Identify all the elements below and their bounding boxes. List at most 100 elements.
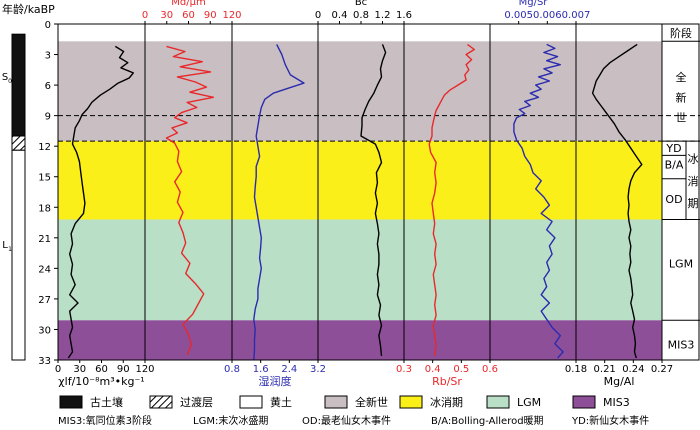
- stratum-transition: [11, 135, 26, 151]
- legend-label: LGM: [517, 396, 541, 409]
- panel-title-md: Md/μm: [171, 0, 205, 8]
- legend-label: MIS3: [603, 396, 630, 409]
- stage-side-label: 期: [688, 197, 699, 210]
- bottom-tick-label: 1.6: [253, 364, 269, 375]
- legend-label: 黄土: [270, 395, 292, 409]
- top-tick-label: 30: [160, 10, 173, 21]
- series-line-rbsr: [428, 43, 475, 356]
- stratum-label-sub: 0: [8, 78, 12, 85]
- stage-label: 世: [676, 112, 687, 125]
- legend-swatch: [59, 395, 83, 409]
- stage-label: B/A: [665, 159, 684, 172]
- bottom-tick-label: 3.2: [310, 364, 326, 375]
- stage-band-lgm: [58, 219, 662, 321]
- stage-band-holocene: [58, 41, 662, 142]
- top-axes: 0 30 60 90 120 Md/μm 0 0.4 0.8 1.2 1.6 Bc 0.005 0.006…: [142, 0, 591, 24]
- age-tick-label: 9: [45, 112, 51, 123]
- series-line-md: [165, 45, 215, 356]
- panel-xlabel-mgal: Mg/Al: [604, 375, 635, 388]
- panel-xlabel-moist: 湿润度: [259, 374, 292, 388]
- bottom-tick-label: 0.6: [482, 364, 498, 375]
- legend-label: 过渡层: [180, 395, 213, 409]
- age-tick-label: 3: [45, 51, 51, 62]
- top-tick-label: 0: [142, 10, 148, 21]
- bottom-tick-label: 0.3: [396, 364, 412, 375]
- bottom-tick-label: 0.27: [651, 364, 673, 375]
- top-tick-label: 1.2: [375, 10, 391, 21]
- age-tick-label: 6: [45, 81, 51, 92]
- bottom-tick-label: 0.21: [594, 364, 616, 375]
- stage-label: 新: [676, 90, 687, 104]
- top-tick-label: 0.005: [504, 10, 533, 21]
- bottom-tick-label: 90: [117, 364, 130, 375]
- age-tick-label: 33: [38, 356, 51, 367]
- stratum-label: S: [2, 72, 8, 83]
- age-tick-label: 27: [38, 295, 51, 306]
- age-tick-label: 15: [38, 173, 51, 184]
- age-tick-label: 12: [38, 142, 51, 153]
- series-line-moist: [253, 44, 305, 361]
- series-line-mgsr: [513, 43, 564, 359]
- stage-label: LGM: [669, 257, 693, 270]
- stratum-label: L: [2, 240, 8, 251]
- stage-column-frame: [661, 23, 700, 361]
- age-tick-label: 0: [45, 20, 51, 31]
- legend-note: B/A:Bolling-Allerod暖期: [431, 414, 544, 427]
- top-tick-label: 0.8: [353, 10, 369, 21]
- legend-label: 全新世: [355, 395, 388, 409]
- panel-title-mgsr: Mg/Sr: [519, 0, 549, 8]
- top-tick-label: 1.6: [396, 10, 412, 21]
- legend-note: YD:新仙女木事件: [571, 414, 649, 427]
- stage-label: YD: [665, 142, 681, 155]
- top-tick-label: 90: [204, 10, 217, 21]
- bottom-tick-label: 0.18: [565, 364, 587, 375]
- bottom-tick-label: 120: [135, 364, 154, 375]
- top-tick-label: 120: [222, 10, 241, 21]
- top-tick-label: 60: [182, 10, 195, 21]
- series-line-chi: [67, 45, 135, 359]
- panel-title-bc: Bc: [355, 0, 367, 8]
- stratum-label-sub: 1: [8, 246, 12, 253]
- stage-band-mis3: [58, 320, 662, 360]
- top-tick-label: 0.007: [562, 10, 591, 21]
- legend-note: MIS3:氧同位素3阶段: [58, 414, 152, 427]
- age-tick-label: 30: [38, 325, 51, 336]
- panel-xlabel-chi: χlf/10⁻⁸m³•kg⁻¹: [58, 375, 144, 388]
- legend-label: 冰消期: [430, 395, 463, 409]
- stratum-L1: [11, 149, 26, 361]
- stratigraphy-column: S 0 L 1: [2, 33, 26, 361]
- bottom-tick-label: 60: [95, 364, 108, 375]
- bottom-tick-label: 0: [55, 364, 61, 375]
- bottom-tick-label: 0.8: [224, 364, 240, 375]
- stage-side-label: 冰: [688, 152, 699, 165]
- stage-side-label: 消: [688, 174, 699, 188]
- legend: 古土壤 过渡层 黄土 全新世 冰消期 LGM MIS3 MIS3:氧同位素3阶段 LGM:末次冰…: [58, 395, 649, 427]
- top-tick-label: 0.006: [533, 10, 562, 21]
- stage-column-header: 阶段: [670, 26, 692, 40]
- legend-note: LGM:末次冰盛期: [193, 414, 268, 427]
- series-line-mgal: [591, 43, 643, 359]
- age-tick-label: 24: [38, 264, 51, 275]
- bottom-tick-label: 30: [73, 364, 86, 375]
- legend-note: OD:最老仙女木事件: [302, 414, 391, 427]
- age-axis: 年龄/kaBP 0 3 6 9 12 15 18 21 24 27 30 33: [2, 2, 58, 367]
- stage-label: OD: [665, 193, 682, 206]
- age-axis-title: 年龄/kaBP: [2, 2, 55, 16]
- top-tick-label: 0: [315, 10, 321, 21]
- stage-label: 全: [676, 70, 687, 84]
- stratum-S0: [11, 33, 26, 137]
- dashed-boundaries: [58, 115, 700, 142]
- bottom-tick-label: 0.5: [453, 364, 469, 375]
- bottom-tick-label: 0.24: [622, 364, 644, 375]
- bottom-tick-label: 0.4: [425, 364, 441, 375]
- age-tick-label: 21: [38, 234, 51, 245]
- legend-swatch: [239, 395, 263, 409]
- stage-band-deglacial: [58, 141, 662, 220]
- top-tick-label: 0.4: [332, 10, 348, 21]
- bottom-tick-label: 2.4: [281, 364, 297, 375]
- stage-label: MIS3: [668, 339, 695, 352]
- legend-swatch: [399, 395, 423, 409]
